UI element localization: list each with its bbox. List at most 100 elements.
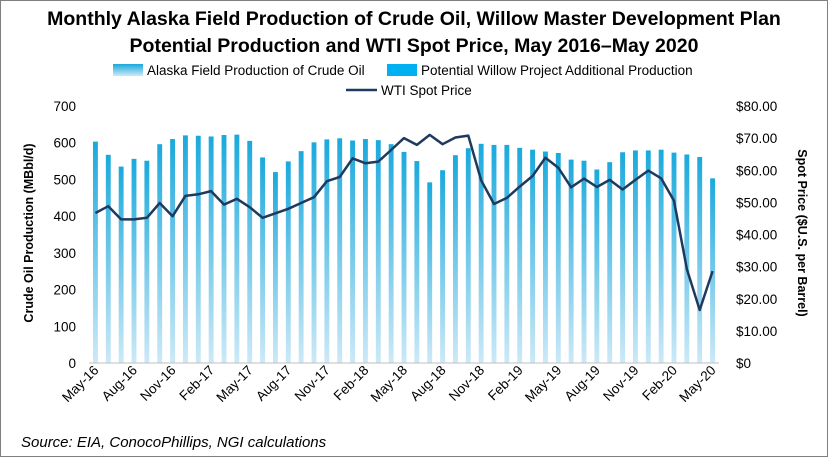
- right-tick-label: $20.00: [736, 292, 777, 307]
- bar-alaska: [401, 151, 407, 363]
- bar-alaska: [594, 169, 600, 363]
- left-axis-ticks: 0 100 200 300 400 500 600 700: [53, 99, 76, 371]
- bar-alaska: [144, 160, 150, 363]
- bar-alaska: [465, 148, 471, 363]
- left-tick-label: 600: [53, 136, 76, 151]
- bar-series: [92, 134, 716, 363]
- x-tick-label: Feb-19: [485, 363, 526, 404]
- chart-title-line-2: Potential Production and WTI Spot Price,…: [130, 35, 699, 57]
- bar-alaska: [568, 159, 574, 363]
- bar-alaska: [182, 135, 188, 363]
- left-tick-label: 0: [68, 356, 76, 371]
- source-note: Source: EIA, ConocoPhillips, NGI calcula…: [21, 434, 327, 451]
- bar-alaska: [671, 152, 677, 363]
- bar-alaska: [221, 135, 227, 363]
- right-axis-title: Spot Price ($U.S. per Barrel): [795, 149, 809, 316]
- bar-alaska: [375, 140, 381, 363]
- legend-label-willow: Potential Willow Project Additional Prod…: [421, 63, 693, 78]
- bar-alaska: [697, 157, 703, 363]
- bar-alaska: [260, 157, 266, 363]
- x-tick-label: Nov-18: [446, 363, 487, 404]
- bar-alaska: [92, 141, 98, 363]
- bar-alaska: [105, 154, 111, 363]
- legend: Alaska Field Production of Crude Oil Pot…: [113, 63, 693, 98]
- bar-alaska: [272, 172, 278, 363]
- left-tick-label: 100: [53, 319, 76, 334]
- bar-alaska: [285, 161, 291, 363]
- bar-alaska: [478, 143, 484, 363]
- right-tick-label: $80.00: [736, 99, 777, 114]
- left-tick-label: 400: [53, 209, 76, 224]
- x-tick-label: May-19: [522, 363, 564, 405]
- bar-alaska: [350, 140, 356, 363]
- legend-label-wti: WTI Spot Price: [381, 83, 472, 98]
- bar-alaska: [118, 166, 124, 363]
- x-tick-label: May-16: [59, 363, 101, 405]
- right-tick-label: $40.00: [736, 228, 777, 243]
- bar-alaska: [645, 150, 651, 363]
- wti-line: [94, 133, 714, 312]
- x-tick-label: Feb-18: [331, 363, 372, 404]
- bar-alaska: [131, 158, 137, 363]
- bar-alaska: [530, 149, 536, 363]
- bar-alaska: [504, 144, 510, 363]
- x-tick-label: Feb-17: [176, 363, 217, 404]
- bar-alaska: [311, 142, 317, 363]
- x-tick-label: Feb-20: [639, 363, 680, 404]
- bar-alaska: [542, 151, 548, 363]
- bar-alaska: [157, 144, 163, 363]
- right-tick-label: $60.00: [736, 163, 777, 178]
- bar-alaska: [324, 139, 330, 363]
- right-tick-label: $0: [736, 356, 751, 371]
- bar-alaska: [208, 136, 214, 363]
- x-tick-label: Aug-17: [253, 363, 294, 404]
- legend-label-alaska: Alaska Field Production of Crude Oil: [147, 63, 365, 78]
- bar-alaska: [247, 140, 253, 363]
- bar-alaska: [195, 135, 201, 363]
- bar-alaska: [170, 139, 176, 363]
- right-tick-label: $10.00: [736, 324, 777, 339]
- bar-alaska: [298, 151, 304, 363]
- bar-alaska: [658, 149, 664, 363]
- bar-alaska: [337, 138, 343, 363]
- bar-alaska: [440, 170, 446, 363]
- bar-alaska: [234, 134, 240, 363]
- bar-alaska: [607, 162, 613, 363]
- left-tick-label: 300: [53, 246, 76, 261]
- bar-alaska: [491, 144, 497, 363]
- left-axis-title: Crude Oil Production (MBbl/d): [22, 143, 36, 322]
- x-tick-label: Nov-19: [600, 363, 641, 404]
- bar-alaska: [710, 178, 716, 363]
- bar-alaska: [555, 152, 561, 363]
- x-tick-label: May-17: [213, 363, 255, 405]
- bar-alaska: [517, 147, 523, 363]
- x-tick-label: Aug-18: [407, 363, 448, 404]
- bar-alaska: [452, 155, 458, 363]
- legend-swatch-alaska: [113, 64, 143, 76]
- x-tick-label: May-18: [368, 363, 410, 405]
- left-tick-label: 500: [53, 172, 76, 187]
- right-tick-label: $50.00: [736, 195, 777, 210]
- wti-line-series: [94, 133, 714, 312]
- bar-alaska: [620, 152, 626, 363]
- legend-swatch-willow: [387, 64, 417, 76]
- bar-alaska: [414, 161, 420, 363]
- right-tick-label: $70.00: [736, 131, 777, 146]
- bar-alaska: [388, 144, 394, 363]
- x-tick-label: Aug-16: [99, 363, 140, 404]
- bar-alaska: [632, 150, 638, 363]
- bar-alaska: [362, 139, 368, 363]
- bar-alaska: [581, 160, 587, 363]
- left-tick-label: 700: [53, 99, 76, 114]
- bar-alaska: [427, 182, 433, 363]
- x-tick-label: Aug-19: [562, 363, 603, 404]
- x-tick-label: May-20: [676, 363, 718, 405]
- chart-title-line-1: Monthly Alaska Field Production of Crude…: [47, 8, 781, 30]
- x-tick-label: Nov-16: [137, 363, 178, 404]
- right-axis-ticks: $0 $10.00 $20.00 $30.00 $40.00 $50.00 $60.00 $7…: [736, 99, 777, 371]
- bar-alaska: [684, 154, 690, 363]
- right-tick-label: $30.00: [736, 260, 777, 275]
